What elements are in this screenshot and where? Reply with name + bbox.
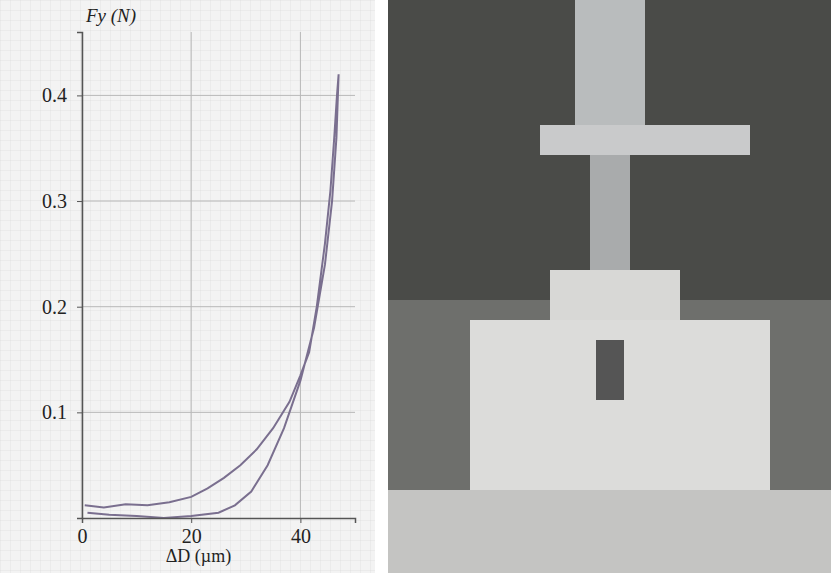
photo-clamp	[596, 340, 624, 400]
x-axis-title: ΔD (µm)	[166, 546, 231, 567]
tick-label: 0.4	[42, 84, 67, 106]
tick-label: 0.1	[42, 401, 67, 423]
y-axis: 0.1 0.2 0.3 0.4	[42, 33, 83, 519]
tick-mark	[300, 518, 301, 523]
x-tick: 20	[182, 518, 202, 547]
tick-mark	[191, 518, 192, 523]
photo-column	[575, 0, 645, 130]
tick-label: 0.2	[42, 296, 67, 318]
grid	[82, 32, 355, 518]
y-axis-line	[77, 33, 83, 519]
photo	[388, 0, 831, 573]
tick-mark	[77, 412, 82, 413]
data-line	[85, 74, 339, 518]
photo-base	[470, 320, 770, 510]
x-axis: 0 20 40	[78, 518, 356, 547]
photo-background	[388, 0, 831, 573]
tick-mark	[77, 201, 82, 202]
tick-label: 20	[182, 525, 202, 547]
tick-mark	[82, 518, 83, 523]
tick-mark	[77, 95, 82, 96]
tick-label: 0	[78, 525, 88, 547]
grid-line	[82, 201, 355, 202]
x-tick: 0	[78, 518, 88, 547]
y-tick: 0.2	[42, 296, 82, 318]
tick-label: 40	[291, 525, 311, 547]
x-tick: 40	[291, 518, 311, 547]
figure: 0.1 0.2 0.3 0.4 0 20 40 Fy (N) ΔD (µm)	[0, 0, 831, 573]
grid-line	[82, 306, 355, 307]
grid-line	[300, 32, 301, 518]
graph-paper	[0, 0, 375, 573]
grid-line	[191, 32, 192, 518]
y-axis-title: Fy (N)	[85, 5, 136, 27]
tick-mark	[77, 307, 82, 308]
y-tick: 0.1	[42, 401, 82, 423]
grid-line	[82, 95, 355, 96]
y-tick: 0.4	[42, 84, 82, 106]
grid-line	[82, 412, 355, 413]
photo-table	[388, 490, 831, 573]
photo-crossbar	[540, 125, 750, 155]
x-axis-line	[83, 519, 356, 524]
tick-label: 0.3	[42, 190, 67, 212]
plot-area	[85, 74, 339, 518]
y-tick: 0.3	[42, 190, 82, 212]
